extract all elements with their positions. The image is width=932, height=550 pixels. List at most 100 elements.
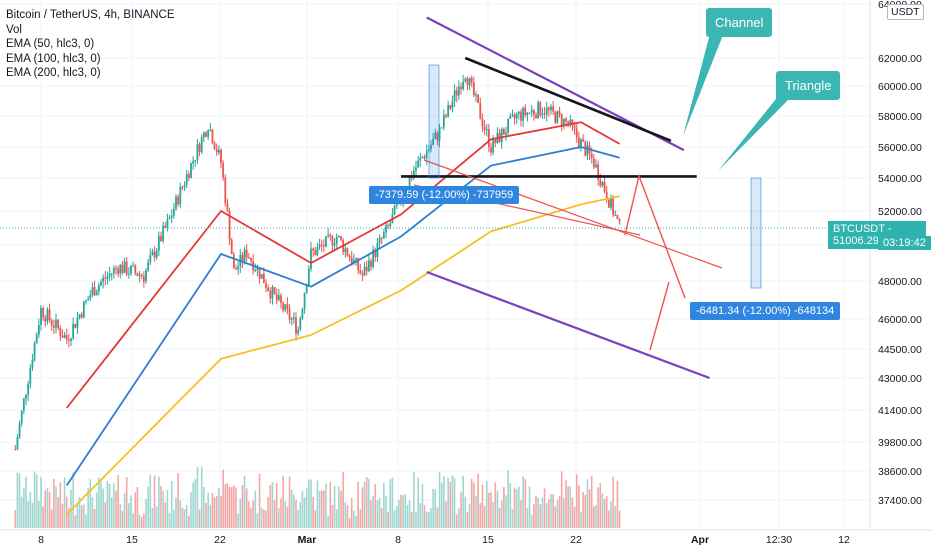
volume-bar — [42, 506, 44, 528]
volume-bar — [406, 504, 409, 528]
candle-body — [331, 236, 334, 246]
candle-body — [494, 138, 497, 144]
volume-bar — [288, 476, 291, 528]
volume-bar — [177, 473, 179, 528]
candle-body — [22, 398, 25, 411]
volume-bar — [89, 479, 92, 528]
volume-bar — [265, 510, 267, 528]
volume-bar — [565, 480, 567, 528]
volume-bar — [117, 475, 119, 528]
candle-body — [50, 320, 53, 326]
candle-body — [457, 86, 460, 96]
candle-body — [320, 244, 323, 246]
candle-body — [230, 239, 233, 255]
volume-bar — [181, 507, 184, 528]
candle-body — [265, 283, 267, 288]
legend-ema200[interactable]: EMA (200, hlc3, 0) — [6, 67, 101, 79]
candle-body — [104, 277, 107, 279]
volume-bar — [582, 491, 584, 528]
candle-body — [421, 157, 424, 159]
volume-bar — [213, 497, 216, 528]
last-price-separator: - — [887, 223, 892, 235]
candle-body — [554, 111, 557, 123]
candle-body — [312, 248, 315, 251]
candle-body — [432, 138, 435, 145]
candle-body — [365, 266, 368, 272]
candle-body — [181, 186, 184, 188]
measure-label-1[interactable]: -7379.59 (-12.00%) -737959 — [369, 186, 520, 204]
volume-bar — [113, 483, 115, 528]
volume-bar — [38, 500, 40, 528]
volume-bar — [254, 490, 257, 528]
candle-body — [556, 111, 559, 123]
volume-bar — [68, 508, 70, 528]
volume-bar — [59, 482, 62, 528]
volume-bar — [194, 479, 197, 528]
candle-body — [385, 225, 387, 233]
candle-body — [327, 234, 330, 237]
bar-countdown: 03:19:42 — [878, 236, 931, 250]
volume-bar — [198, 509, 201, 528]
volume-bar — [282, 475, 284, 528]
volume-bar — [297, 510, 299, 528]
candle-body — [87, 298, 90, 301]
candle-body — [449, 105, 452, 109]
price-tick-label: 41400.00 — [878, 405, 922, 417]
candle-body — [558, 111, 561, 115]
volume-bar — [196, 467, 199, 528]
measure-label-2[interactable]: -6481.34 (-12.00%) -648134 — [690, 302, 841, 320]
volume-bar — [481, 484, 484, 528]
volume-bar — [250, 507, 252, 528]
volume-bar — [102, 488, 104, 528]
candle-body — [200, 137, 203, 152]
candle-body — [389, 223, 392, 227]
symbol-title[interactable]: Bitcoin / TetherUS, 4h, BINANCE — [6, 9, 175, 21]
candle-body — [89, 295, 92, 299]
legend-ema50[interactable]: EMA (50, hlc3, 0) — [6, 38, 95, 50]
channel-callout[interactable]: Channel — [706, 8, 773, 37]
volume-bar — [78, 497, 81, 528]
candle-body — [76, 317, 79, 328]
volume-bar — [464, 496, 467, 528]
price-tick-label: 48000.00 — [878, 276, 922, 288]
candle-body — [232, 254, 235, 269]
volume-bar — [571, 497, 574, 528]
volume-bar — [145, 499, 147, 528]
volume-bar — [545, 503, 548, 528]
candle-body — [530, 110, 533, 113]
volume-bar — [16, 472, 19, 528]
candle-body — [273, 287, 276, 294]
volume-bar — [153, 475, 156, 528]
volume-bar — [143, 513, 145, 528]
volume-bar — [14, 510, 17, 528]
candle-body — [618, 218, 621, 221]
volume-bar — [374, 484, 377, 528]
volume-bar — [483, 505, 486, 528]
price-tick-label: 37400.00 — [878, 495, 922, 507]
triangle-callout[interactable]: Triangle — [776, 71, 841, 100]
candle-body — [511, 114, 514, 117]
candle-body — [410, 177, 413, 179]
volume-bar — [83, 504, 85, 528]
candle-body — [378, 237, 381, 243]
candle-body — [147, 262, 150, 271]
candle-body — [535, 114, 537, 119]
volume-bar — [130, 495, 132, 528]
candle-body — [515, 113, 518, 119]
legend-ema100[interactable]: EMA (100, hlc3, 0) — [6, 52, 101, 65]
candle-body — [192, 160, 195, 164]
candle-body — [597, 164, 600, 180]
candle-body — [25, 394, 27, 399]
volume-bar — [526, 508, 529, 528]
volume-bar — [597, 487, 599, 528]
candle-body — [367, 260, 370, 272]
candle-body — [483, 126, 486, 131]
candle-body — [187, 174, 190, 178]
legend-vol[interactable]: Vol — [6, 23, 22, 36]
candle-body — [545, 107, 548, 115]
volume-bar — [18, 473, 21, 528]
volume-bar — [438, 471, 441, 528]
volume-bar — [586, 479, 589, 528]
currency-unit-badge[interactable]: USDT — [887, 4, 924, 20]
